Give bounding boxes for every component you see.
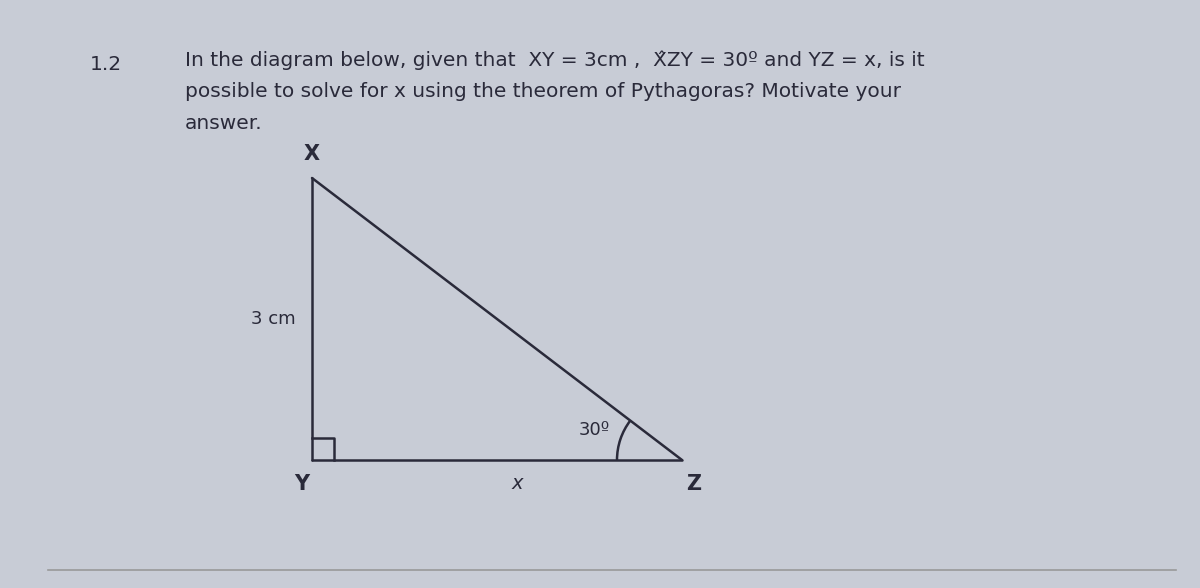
Text: possible to solve for x using the theorem of Pythagoras? Motivate your: possible to solve for x using the theore… bbox=[185, 82, 901, 101]
Text: 30º: 30º bbox=[578, 421, 610, 439]
Text: Y: Y bbox=[294, 474, 310, 494]
Text: Z: Z bbox=[686, 474, 702, 494]
Text: In the diagram below, given that  XY = 3cm ,  X̂ZY = 30º and YZ = x, is it: In the diagram below, given that XY = 3c… bbox=[185, 50, 925, 69]
Text: X: X bbox=[304, 144, 320, 164]
Text: 1.2: 1.2 bbox=[90, 55, 122, 74]
Text: answer.: answer. bbox=[185, 114, 263, 133]
Text: 3 cm: 3 cm bbox=[251, 310, 296, 328]
Text: x: x bbox=[511, 474, 523, 493]
